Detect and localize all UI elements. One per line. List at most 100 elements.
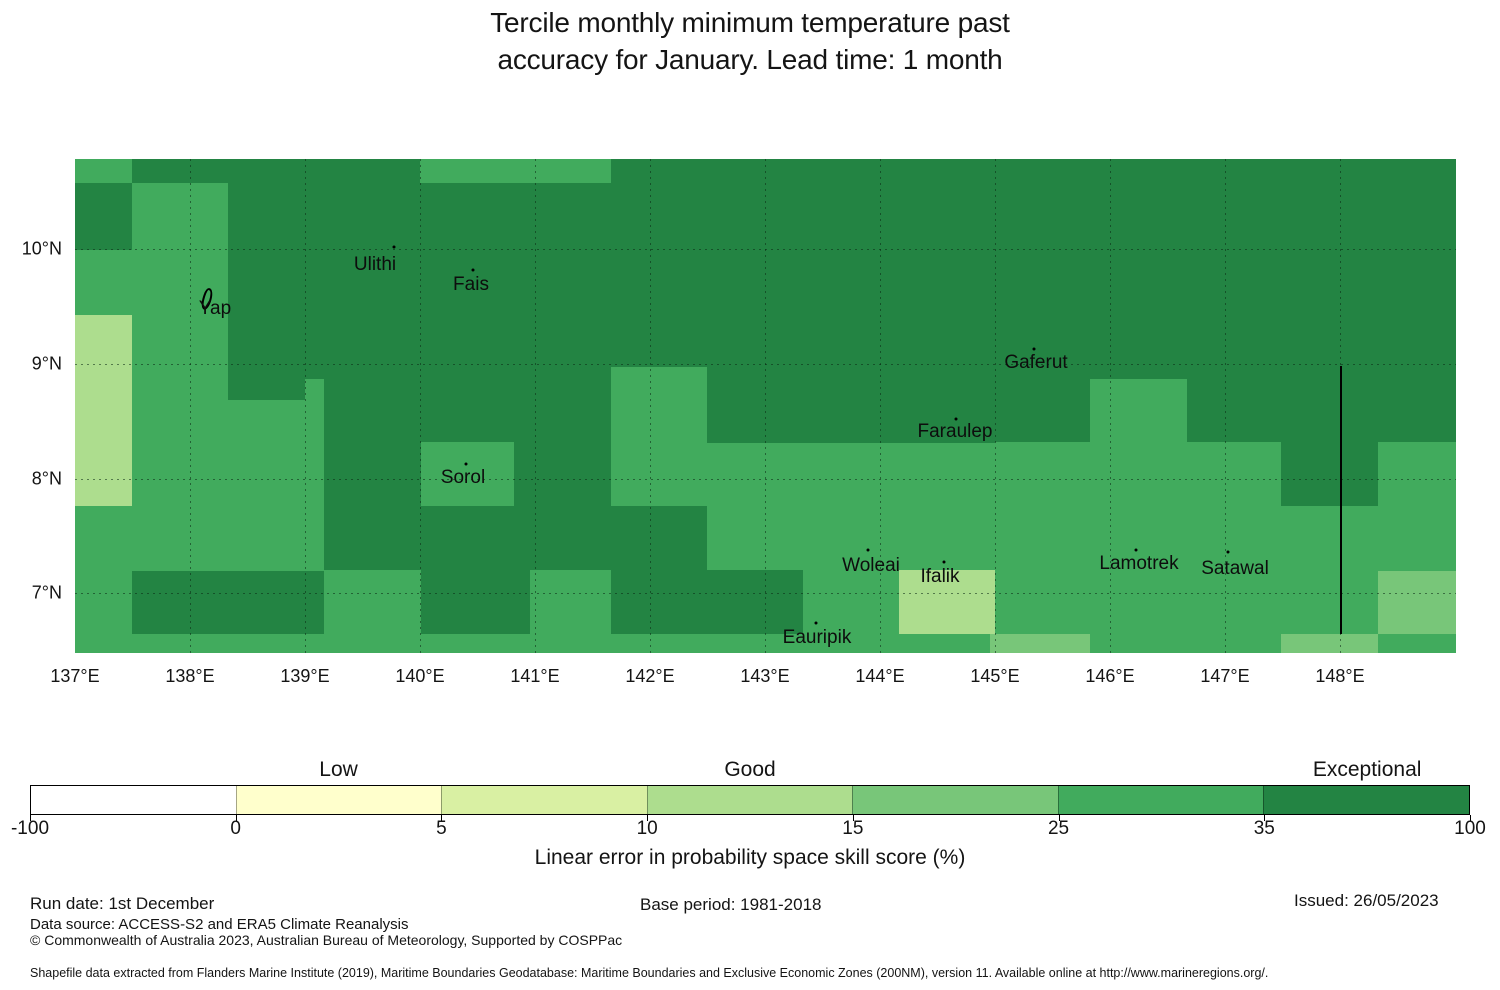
skill-cell-25-35: [707, 443, 995, 506]
skill-cell-25-35: [228, 400, 305, 571]
colorbar-bin--100-0: [31, 786, 236, 814]
skill-cell-25-35: [995, 506, 1378, 634]
parallel-gridline: [75, 479, 1456, 480]
meridian-gridline: [420, 159, 421, 653]
run-date-text: Run date: 1st December: [30, 894, 215, 913]
colorbar-axis-label: Linear error in probability space skill …: [534, 846, 966, 869]
colorbar-tick-label: 10: [636, 818, 658, 839]
skill-cell-25-35: [132, 315, 228, 571]
data-source-text: Data source: ACCESS-S2 and ERA5 Climate …: [30, 916, 409, 933]
island-marker-fais: [471, 268, 475, 272]
y-tick-label: 9°N: [31, 353, 62, 374]
colorbar-category-good: Good: [724, 758, 776, 781]
colorbar-tick-mark: [1470, 815, 1471, 821]
chart-title-line2: accuracy for January. Lead time: 1 month: [497, 44, 1003, 75]
island-marker-gaferut: [1032, 347, 1036, 351]
skill-cell-25-35: [324, 570, 421, 634]
eez-boundary-line: [1340, 366, 1342, 634]
meridian-gridline: [765, 159, 766, 653]
issued-date-text: Issued: 26/05/2023: [1294, 891, 1439, 910]
x-tick-label: 139°E: [280, 666, 330, 686]
colorbar: [30, 785, 1470, 815]
x-tick-label: 147°E: [1200, 666, 1250, 686]
colorbar-category-exceptional: Exceptional: [1312, 758, 1422, 781]
island-marker-satawal: [1226, 550, 1230, 554]
colorbar-tick-label: 35: [1253, 818, 1275, 839]
meridian-gridline: [535, 159, 536, 653]
skill-cell-25-35: [75, 159, 132, 183]
colorbar-tick-mark: [1058, 815, 1060, 821]
island-marker-lamotrek: [1134, 548, 1138, 552]
colorbar-tick-mark: [441, 815, 443, 821]
skill-cell-25-35: [420, 159, 611, 183]
x-tick-label: 141°E: [510, 666, 560, 686]
skill-cell-25-35: [421, 442, 514, 506]
meridian-gridline: [880, 159, 881, 653]
colorbar-tick-mark: [852, 815, 854, 821]
island-label-fais: Fais: [453, 274, 489, 295]
island-label-ulithi: Ulithi: [353, 254, 397, 275]
meridian-gridline: [995, 159, 996, 653]
parallel-gridline: [75, 249, 1456, 250]
colorbar-tick-label: 5: [436, 818, 447, 839]
island-label-yap: Yap: [198, 298, 232, 319]
skill-cell-15-25: [1378, 571, 1456, 634]
skill-cell-25-35: [707, 506, 995, 570]
colorbar-tick-label: 100: [1454, 818, 1486, 839]
y-tick-label: 7°N: [31, 582, 62, 603]
x-tick-label: 144°E: [855, 666, 905, 686]
map-plot-area: Yap Ulithi Fais Sorol Gaferut Faraulep Woleai I…: [75, 159, 1456, 653]
island-marker-eauripik: [814, 621, 818, 625]
island-label-faraulep: Faraulep: [917, 421, 993, 442]
base-period-text: Base period: 1981-2018: [640, 895, 822, 914]
island-label-lamotrek: Lamotrek: [1099, 553, 1179, 574]
island-label-ifalik: Ifalik: [920, 566, 960, 587]
island-marker-ulithi: [392, 245, 396, 249]
skill-cell-25-35: [1378, 442, 1456, 506]
colorbar-tick-label: -100: [10, 818, 50, 839]
skill-cell-25-35: [75, 250, 132, 315]
x-tick-label: 137°E: [50, 666, 100, 686]
skill-cell-25-35: [305, 379, 324, 571]
colorbar-tick-mark: [30, 815, 31, 821]
colorbar-tick-mark: [647, 815, 649, 821]
colorbar-bin-0-5: [235, 786, 442, 814]
island-marker-sorol: [464, 462, 468, 466]
shapefile-note-text: Shapefile data extracted from Flanders M…: [30, 966, 1269, 980]
skill-cell-10-15: [899, 570, 995, 634]
island-marker-faraulep: [954, 417, 958, 421]
y-tick-label: 10°N: [21, 238, 62, 259]
skill-cell-25-35: [1378, 506, 1456, 571]
x-tick-label: 143°E: [740, 666, 790, 686]
meridian-gridline: [190, 159, 191, 653]
island-label-eauripik: Eauripik: [782, 627, 852, 648]
chart-title-line1: Tercile monthly minimum temperature past: [490, 7, 1010, 38]
skill-cell-15-25: [1281, 634, 1378, 653]
chart-title: Tercile monthly minimum temperature past…: [0, 4, 1500, 78]
meridian-gridline: [1110, 159, 1111, 653]
x-tick-label: 145°E: [970, 666, 1020, 686]
colorbar-bin-25-35: [1057, 786, 1264, 814]
skill-cell-25-35: [530, 570, 611, 634]
colorbar-bin-15-25: [852, 786, 1058, 814]
parallel-gridline: [75, 364, 1456, 365]
copyright-text: © Commonwealth of Australia 2023, Austra…: [30, 932, 623, 948]
x-tick-label: 140°E: [395, 666, 445, 686]
colorbar-tick-label: 15: [842, 818, 864, 839]
colorbar-bin-10-15: [646, 786, 853, 814]
colorbar-tick-mark: [1264, 815, 1266, 821]
colorbar-tick-mark: [235, 815, 237, 821]
island-marker-woleai: [866, 548, 870, 552]
colorbar-tick-label: 0: [230, 818, 241, 839]
y-tick-label: 8°N: [31, 468, 62, 489]
island-label-gaferut: Gaferut: [1004, 352, 1068, 373]
skill-cell-25-35: [1090, 379, 1187, 442]
skill-cell-10-15: [75, 315, 132, 506]
meridian-gridline: [305, 159, 306, 653]
island-marker-ifalik: [942, 560, 946, 564]
meridian-gridline: [650, 159, 651, 653]
island-label-woleai: Woleai: [842, 555, 900, 576]
meridian-gridline: [1225, 159, 1226, 653]
x-tick-label: 138°E: [165, 666, 215, 686]
